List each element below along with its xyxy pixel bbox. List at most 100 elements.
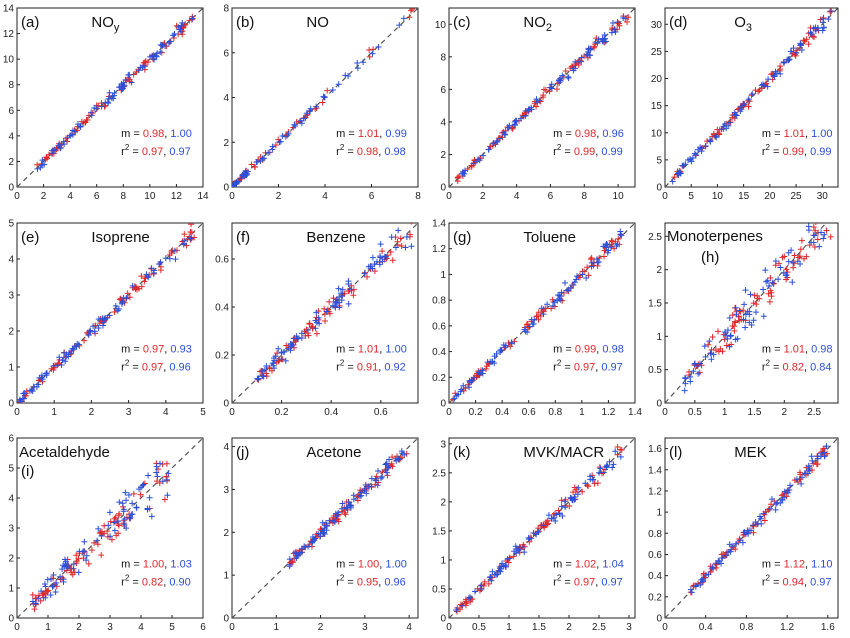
blue-point xyxy=(98,103,105,110)
red-point xyxy=(115,522,122,529)
y-tick-label: 15 xyxy=(651,101,663,112)
blue-point xyxy=(504,556,511,563)
y-tick-label: 6 xyxy=(8,106,14,117)
blue-point xyxy=(687,586,694,593)
blue-point xyxy=(742,287,749,294)
blue-point xyxy=(122,489,129,496)
blue-point xyxy=(812,204,818,210)
y-tick-label: 1 xyxy=(440,270,446,281)
blue-point xyxy=(99,315,106,322)
blue-point xyxy=(236,178,243,185)
blue-point xyxy=(331,518,338,525)
x-tick-label: 8 xyxy=(415,191,421,202)
blue-point xyxy=(770,72,777,79)
blue-point xyxy=(383,469,390,476)
blue-point xyxy=(476,371,483,378)
y-tick-label: 0.4 xyxy=(432,347,446,358)
blue-point xyxy=(821,231,828,238)
blue-point xyxy=(342,72,349,79)
x-tick-label: 10 xyxy=(712,191,724,202)
slope-red: 0.98 xyxy=(143,128,164,140)
blue-point xyxy=(691,360,698,367)
blue-point xyxy=(517,115,524,122)
points-layer xyxy=(17,8,203,187)
blue-point xyxy=(129,511,136,518)
panel-l: 0 0.4 0.8 1.2 1.6 0 0.2 0.4 0.6 0.8 1 1.2 1.4 1.6 (l) M… xyxy=(648,437,839,633)
blue-point xyxy=(392,244,399,251)
blue-point xyxy=(271,365,278,372)
blue-point xyxy=(38,588,45,595)
blue-point xyxy=(51,146,58,153)
slope-red: 0.98 xyxy=(575,128,596,140)
blue-point xyxy=(743,311,750,318)
panel-tag: (i) xyxy=(21,463,34,480)
slope-red: 0.97 xyxy=(143,344,164,356)
red-point xyxy=(163,473,170,480)
blue-point xyxy=(582,480,589,487)
y-tick-label: 10 xyxy=(3,55,15,66)
panel-tag: (a) xyxy=(21,14,39,31)
blue-point xyxy=(752,309,759,316)
points-layer xyxy=(232,8,418,187)
r2-red: 0.94 xyxy=(783,577,804,589)
r2-stat: r2 = 0.99, 0.99 xyxy=(553,143,623,158)
blue-point xyxy=(39,157,46,164)
y-tick-label: 10 xyxy=(435,20,447,31)
blue-point xyxy=(501,131,508,138)
blue-point xyxy=(139,482,146,489)
y-tick-label: 20 xyxy=(651,74,663,85)
red-point xyxy=(624,18,631,25)
blue-point xyxy=(396,456,403,463)
red-point xyxy=(252,164,259,171)
blue-point xyxy=(93,105,100,112)
blue-point xyxy=(819,27,826,34)
blue-point xyxy=(64,134,71,141)
blue-point xyxy=(345,72,352,79)
red-point xyxy=(453,608,460,615)
blue-point xyxy=(516,546,523,553)
blue-point xyxy=(77,123,84,130)
red-point xyxy=(326,298,333,305)
blue-point xyxy=(748,321,755,328)
red-point xyxy=(745,103,752,110)
red-point xyxy=(140,59,147,66)
red-point xyxy=(618,446,625,453)
red-point xyxy=(468,163,475,170)
red-point xyxy=(156,480,163,487)
blue-point xyxy=(157,48,164,55)
blue-point xyxy=(119,500,126,507)
blue-point xyxy=(129,500,136,507)
blue-point xyxy=(379,258,386,265)
blue-point xyxy=(594,259,601,266)
blue-point xyxy=(771,73,778,80)
red-point xyxy=(540,94,547,101)
blue-point xyxy=(707,138,714,145)
red-point xyxy=(822,452,829,459)
red-point xyxy=(730,544,737,551)
blue-point xyxy=(34,165,41,172)
blue-point xyxy=(733,540,740,547)
blue-point xyxy=(156,460,163,467)
y-tick-label: 4 xyxy=(223,93,229,104)
blue-point xyxy=(90,323,97,330)
points-layer xyxy=(232,438,418,618)
blue-point xyxy=(156,261,163,268)
slope-red: 0.99 xyxy=(575,344,596,356)
blue-point xyxy=(302,544,309,551)
blue-point xyxy=(708,356,715,363)
blue-point xyxy=(282,133,289,140)
blue-point xyxy=(811,232,818,239)
blue-point xyxy=(49,583,56,590)
plot-frame xyxy=(448,7,636,188)
blue-point xyxy=(760,286,767,293)
slope-red: 1.01 xyxy=(784,344,805,356)
blue-point xyxy=(508,340,515,347)
blue-point xyxy=(91,328,98,335)
blue-point xyxy=(31,383,38,390)
blue-point xyxy=(706,338,713,345)
y-tick-label: 1 xyxy=(656,508,662,519)
red-point xyxy=(158,49,165,56)
panel-title: Monoterpenes xyxy=(667,228,763,245)
blue-point xyxy=(748,527,755,534)
blue-point xyxy=(145,472,152,479)
